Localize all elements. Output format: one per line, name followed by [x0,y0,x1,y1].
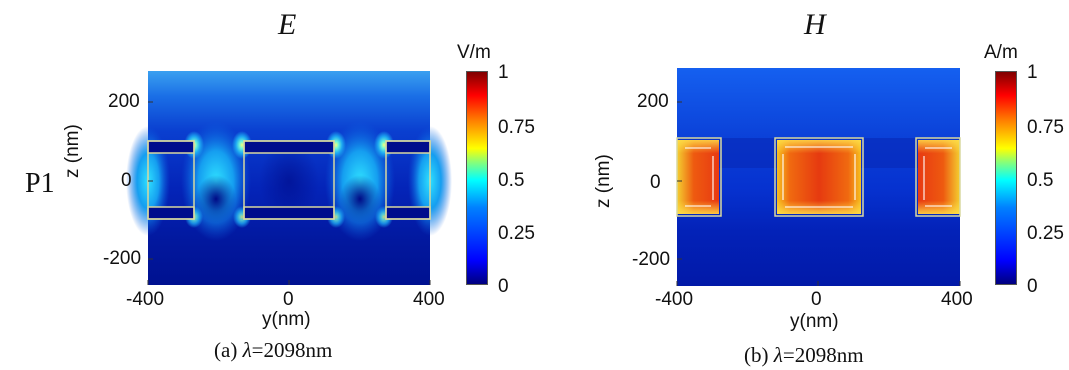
row-label: P1 [25,168,55,199]
panel-a-ylabel: z (nm) [62,124,83,178]
panel-a-ytick-neg200: -200 [103,248,142,269]
panel-a-caption-symbol: λ [242,338,252,362]
panel-b-xtick-0: 0 [811,289,822,310]
panel-b-ytick-0: 0 [650,172,661,193]
panel-b-colorbar [995,71,1017,285]
panel-a-caption: (a) λ=2098nm [214,338,332,363]
panel-a-cbtick-05: 0.5 [498,170,525,191]
panel-b-plot [676,68,961,286]
panel-a-xtick-neg400: -400 [126,289,165,310]
panel-a-ytick-200: 200 [108,91,140,112]
panel-a-xtick-400: 400 [413,289,445,310]
panel-a-structure [147,140,431,220]
panel-b-xtick-neg400: -400 [655,289,694,310]
panel-a-caption-prefix: (a) [214,338,243,362]
panel-b-caption: (b) λ=2098nm [744,343,864,368]
panel-b-xtick-400: 400 [941,289,973,310]
panel-b-cbtick-05: 0.5 [1027,170,1054,191]
panel-b-caption-prefix: (b) [744,343,774,367]
panel-b-ytick-200: 200 [637,91,669,112]
panel-b-structure [676,137,961,217]
panel-a-cbtick-075: 0.75 [498,117,535,138]
panel-a-plot [126,71,452,285]
panel-b-colorbar-unit: A/m [984,42,1018,63]
panel-b-title: H [804,8,826,41]
panel-b-caption-value: =2098nm [782,343,864,367]
panel-a-title: E [278,8,297,41]
panel-a-colorbar [466,71,488,285]
panel-b-ylabel: z (nm) [593,154,614,208]
panel-b-cbtick-1: 1 [1027,62,1038,83]
panel-a-xtick-0: 0 [283,289,294,310]
panel-b-xlabel: y(nm) [790,311,839,332]
panel-b-ytick-neg200: -200 [632,249,671,270]
panel-b-cbtick-0: 0 [1027,276,1038,297]
panel-b-cbtick-075: 0.75 [1027,117,1064,138]
panel-b-caption-symbol: λ [773,343,783,367]
panel-a-cbtick-0: 0 [498,276,509,297]
panel-a-cbtick-1: 1 [498,62,509,83]
panel-b-cbtick-025: 0.25 [1027,223,1064,244]
panel-a-caption-value: =2098nm [251,338,333,362]
panel-a-ytick-0: 0 [121,170,132,191]
panel-a-xlabel: y(nm) [262,309,311,330]
panel-a-colorbar-unit: V/m [457,42,491,63]
panel-a-cbtick-025: 0.25 [498,223,535,244]
